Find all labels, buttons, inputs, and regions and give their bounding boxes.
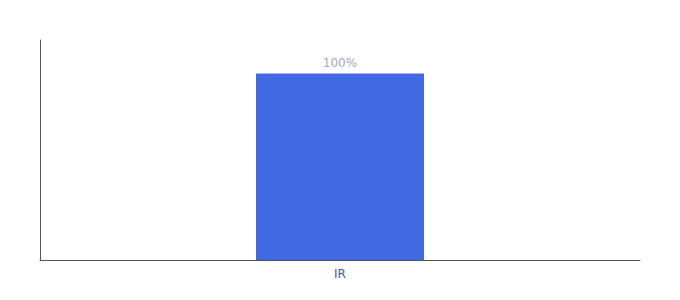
svg-text:IR: IR xyxy=(334,267,346,281)
svg-text:100%: 100% xyxy=(323,56,357,70)
